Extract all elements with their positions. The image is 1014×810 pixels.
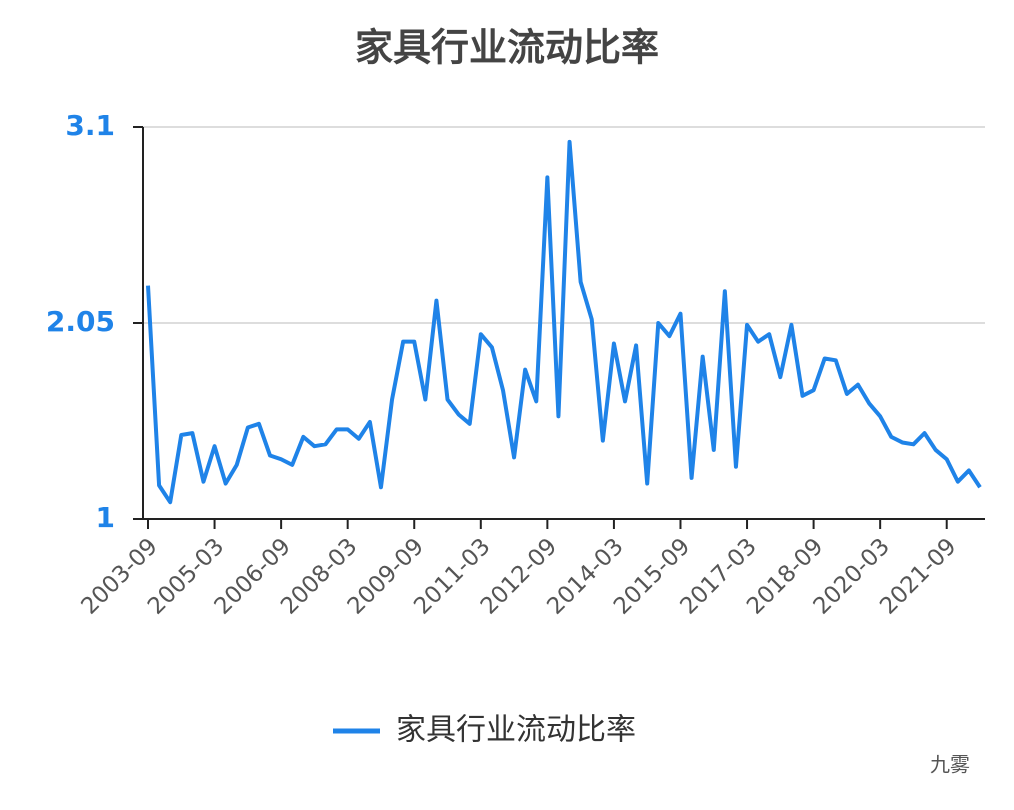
- watermark: 九雾: [930, 753, 970, 777]
- y-tick-label: 3.1: [65, 109, 115, 142]
- legend-label: 家具行业流动比率: [396, 713, 636, 748]
- data-line: [146, 139, 982, 505]
- y-tick-label: 2.05: [46, 305, 115, 338]
- y-tick-label: 1: [96, 501, 115, 534]
- chart-title: 家具行业流动比率: [355, 26, 659, 70]
